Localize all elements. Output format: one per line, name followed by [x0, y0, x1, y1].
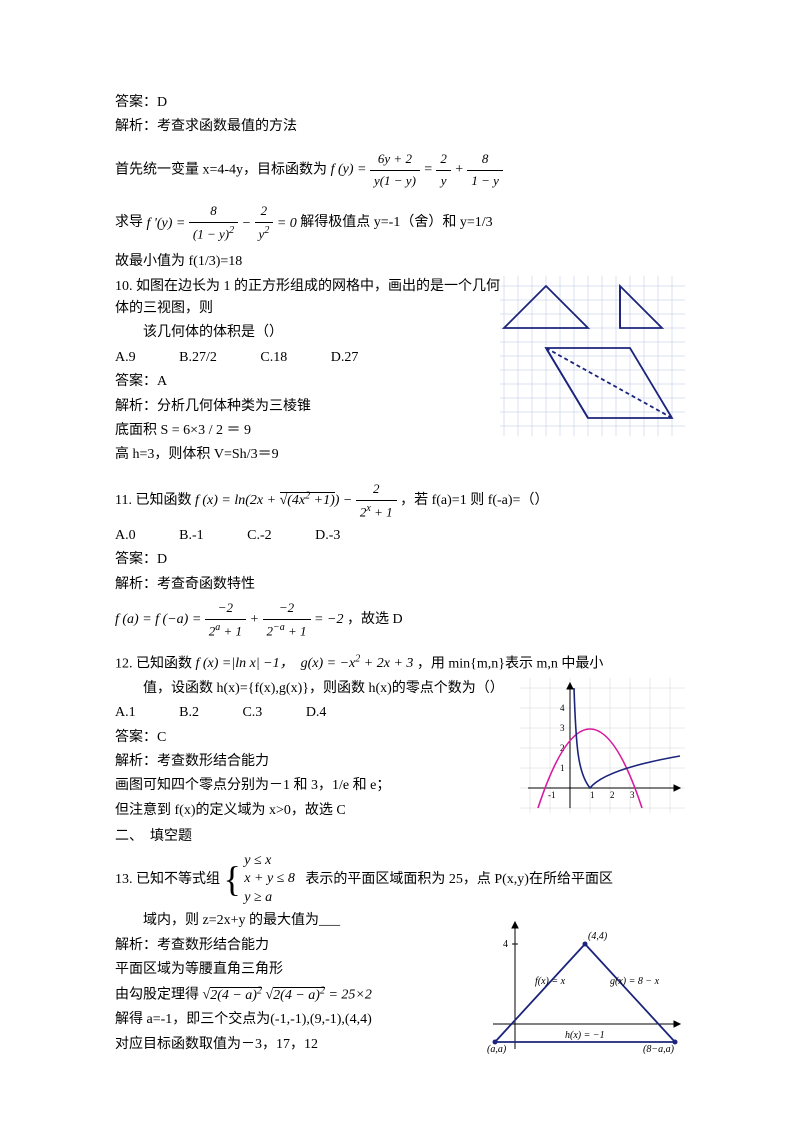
text: ，用 min{m,n}表示 m,n 中最小	[417, 656, 604, 671]
math-expr: f '(y) = 8(1 − y)2 − 2y2 = 0	[147, 216, 301, 231]
opt-c: C.-2	[247, 528, 272, 543]
text: ，若 f(a)=1 则 f(-a)=（）	[400, 493, 548, 508]
svg-text:1: 1	[590, 790, 595, 800]
opt-d: D.27	[331, 350, 359, 365]
text: 13. 已知不等式组	[115, 872, 220, 887]
math-expr: f (x) =|ln x| −1， g(x) = −x2 + 2x + 3	[196, 656, 417, 671]
math-expr: f (x) = ln(2x + √(4x2 +1)) − 22x + 1	[195, 493, 400, 508]
q12-stem: 12. 已知函数 f (x) =|ln x| −1， g(x) = −x2 + …	[115, 652, 685, 676]
opt-b: B.27/2	[179, 350, 217, 365]
svg-text:2: 2	[610, 790, 615, 800]
q9-derivative: 求导 f '(y) = 8(1 − y)2 − 2y2 = 0 解得极值点 y=…	[115, 201, 685, 245]
math-expr: √2(4 − a)2 √2(4 − a)2 = 25×2	[203, 987, 372, 1003]
opt-b: B.2	[179, 705, 199, 720]
math-expr: f (y) = 6y + 2y(1 − y) = 2y + 81 − y	[331, 162, 503, 177]
text: 表示的平面区域面积为 25，点 P(x,y)在所给平面区	[305, 872, 613, 887]
lbl-h: h(x) = −1	[565, 1030, 605, 1041]
spacer	[115, 469, 685, 477]
text: 12. 已知函数	[115, 656, 192, 671]
system: { y ≤ x x + y ≤ 8 y ≥ a	[224, 851, 295, 909]
svg-text:4: 4	[503, 939, 508, 950]
svg-text:-1: -1	[548, 790, 556, 800]
spacer	[115, 644, 685, 650]
q11-answer: 答案：D	[115, 549, 685, 571]
spacer	[115, 141, 685, 147]
text: ，故选 D	[347, 612, 403, 627]
svg-text:1: 1	[560, 763, 565, 773]
q12-graph-svg: 1 2 3 -1 1 2 3 4	[520, 678, 685, 813]
q13-figure: 4 (4,4) f(x) = x g(x) = 8 − x h(x) = −1 …	[485, 914, 685, 1062]
q11-work: f (a) = f (−a) = −22a + 1 + −22−a + 1 = …	[115, 598, 685, 642]
opt-d: D.4	[306, 705, 327, 720]
q9-analysis: 解析：考查求函数最值的方法	[115, 116, 685, 138]
opt-b: B.-1	[179, 528, 204, 543]
text: 解得极值点 y=-1（舍）和 y=1/3	[300, 216, 492, 231]
svg-text:4: 4	[560, 703, 565, 713]
text: 首先统一变量 x=4-4y，目标函数为	[115, 162, 327, 177]
lbl-left: (a,a)	[487, 1044, 507, 1054]
q10-figure	[500, 276, 685, 444]
lbl-right: (8−a,a)	[643, 1044, 675, 1054]
text: 底面积 S = 6×3 / 2 ＝ 9	[115, 423, 251, 438]
opt-a: A.1	[115, 705, 136, 720]
q10-height: 高 h=3，则体积 V=Sh/3＝9	[115, 444, 685, 466]
text: 求导	[115, 216, 143, 231]
section2-title: 二、 填空题	[115, 826, 685, 848]
lbl-f: f(x) = x	[535, 976, 566, 987]
opt-d: D.-3	[315, 528, 340, 543]
text: 11. 已知函数	[115, 493, 191, 508]
q9-min: 故最小值为 f(1/3)=18	[115, 251, 685, 273]
opt-c: C.18	[260, 350, 287, 365]
q9-unify: 首先统一变量 x=4-4y，目标函数为 f (y) = 6y + 2y(1 − …	[115, 149, 685, 192]
lbl-top: (4,4)	[588, 931, 608, 942]
opt-a: A.0	[115, 528, 136, 543]
q13-stem: 13. 已知不等式组 { y ≤ x x + y ≤ 8 y ≥ a 表示的平面…	[115, 851, 685, 909]
text: 由勾股定理得	[115, 988, 199, 1003]
q11-options: A.0 B.-1 C.-2 D.-3	[115, 525, 685, 547]
q11-stem: 11. 已知函数 f (x) = ln(2x + √(4x2 +1)) − 22…	[115, 479, 685, 523]
math-expr: f (a) = f (−a) = −22a + 1 + −22−a + 1 = …	[115, 612, 347, 627]
q12-figure: 1 2 3 -1 1 2 3 4	[520, 678, 685, 821]
lbl-g: g(x) = 8 − x	[610, 976, 660, 987]
q13: 13. 已知不等式组 { y ≤ x x + y ≤ 8 y ≥ a 表示的平面…	[115, 851, 685, 1057]
q10: 10. 如图在边长为 1 的正方形组成的网格中，画出的是一个几何体的三视图，则 …	[115, 276, 685, 467]
svg-text:3: 3	[560, 723, 565, 733]
q12: 12. 已知函数 f (x) =|ln x| −1， g(x) = −x2 + …	[115, 652, 685, 822]
q13-graph-svg: 4 (4,4) f(x) = x g(x) = 8 − x h(x) = −1 …	[485, 914, 685, 1054]
q11-analysis: 解析：考查奇函数特性	[115, 574, 685, 596]
opt-a: A.9	[115, 350, 136, 365]
svg-text:3: 3	[630, 790, 635, 800]
three-view-svg	[500, 276, 685, 436]
opt-c: C.3	[242, 705, 262, 720]
q9-answer: 答案：D	[115, 92, 685, 114]
